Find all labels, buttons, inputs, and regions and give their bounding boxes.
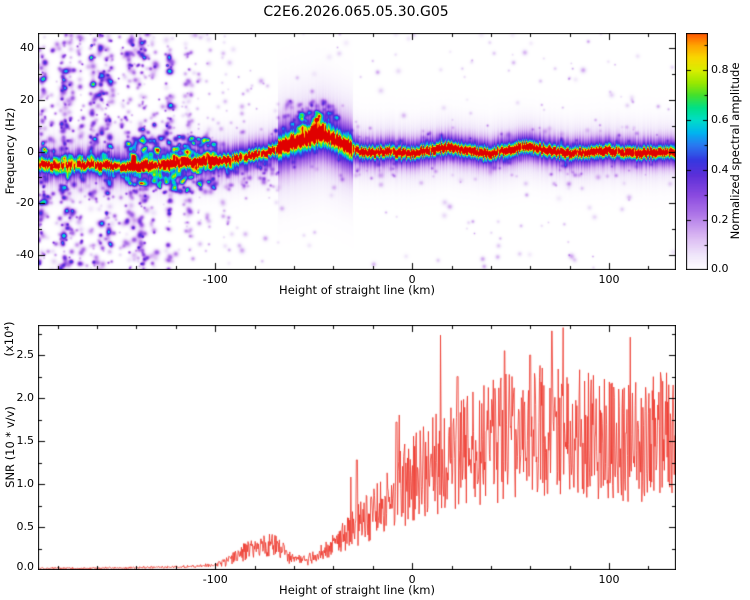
colorbar-tick-label: 0.8: [711, 63, 729, 77]
snr-tick-label: 2.5: [16, 348, 35, 362]
frequency-tick-label: -20: [16, 196, 34, 210]
colorbar-tick-label: 0.2: [711, 213, 729, 227]
colorbar-tick-label: 0.0: [711, 262, 729, 275]
spectrogram-x-tick-label: 0: [408, 273, 416, 286]
colorbar-tick-label: 0.4: [711, 163, 729, 177]
spectrogram-heatmap: [38, 33, 676, 270]
figure-title: C2E6.2026.065.05.30.G05: [263, 4, 449, 20]
snr-tick-label: 1.5: [16, 434, 35, 448]
frequency-tick-label: -40: [16, 247, 34, 261]
snr-x-tick-label: 100: [598, 573, 620, 586]
snr-line-chart: [38, 325, 676, 570]
colorbar-tick-label: 0.6: [711, 113, 729, 127]
spectrogram-x-axis-label: Height of straight line (km): [279, 283, 435, 297]
colorbar-gradient: [686, 33, 708, 270]
snr-x-tick-label: 0: [408, 573, 416, 586]
frequency-tick-label: 20: [20, 92, 34, 106]
snr-tick-label: 1.0: [16, 477, 35, 491]
spectrogram-x-tick-label: -100: [202, 273, 228, 286]
snr-x-tick-label: -100: [202, 573, 228, 586]
snr-tick-label: 0.5: [16, 520, 35, 534]
snr-tick-label: 0.0: [16, 560, 35, 573]
spectrogram-x-tick-label: 100: [598, 273, 620, 286]
frequency-tick-label: 0: [27, 144, 34, 158]
snr-x-axis-label: Height of straight line (km): [279, 583, 435, 597]
frequency-tick-label: 40: [20, 41, 34, 55]
snr-tick-label: 2.0: [16, 391, 35, 405]
